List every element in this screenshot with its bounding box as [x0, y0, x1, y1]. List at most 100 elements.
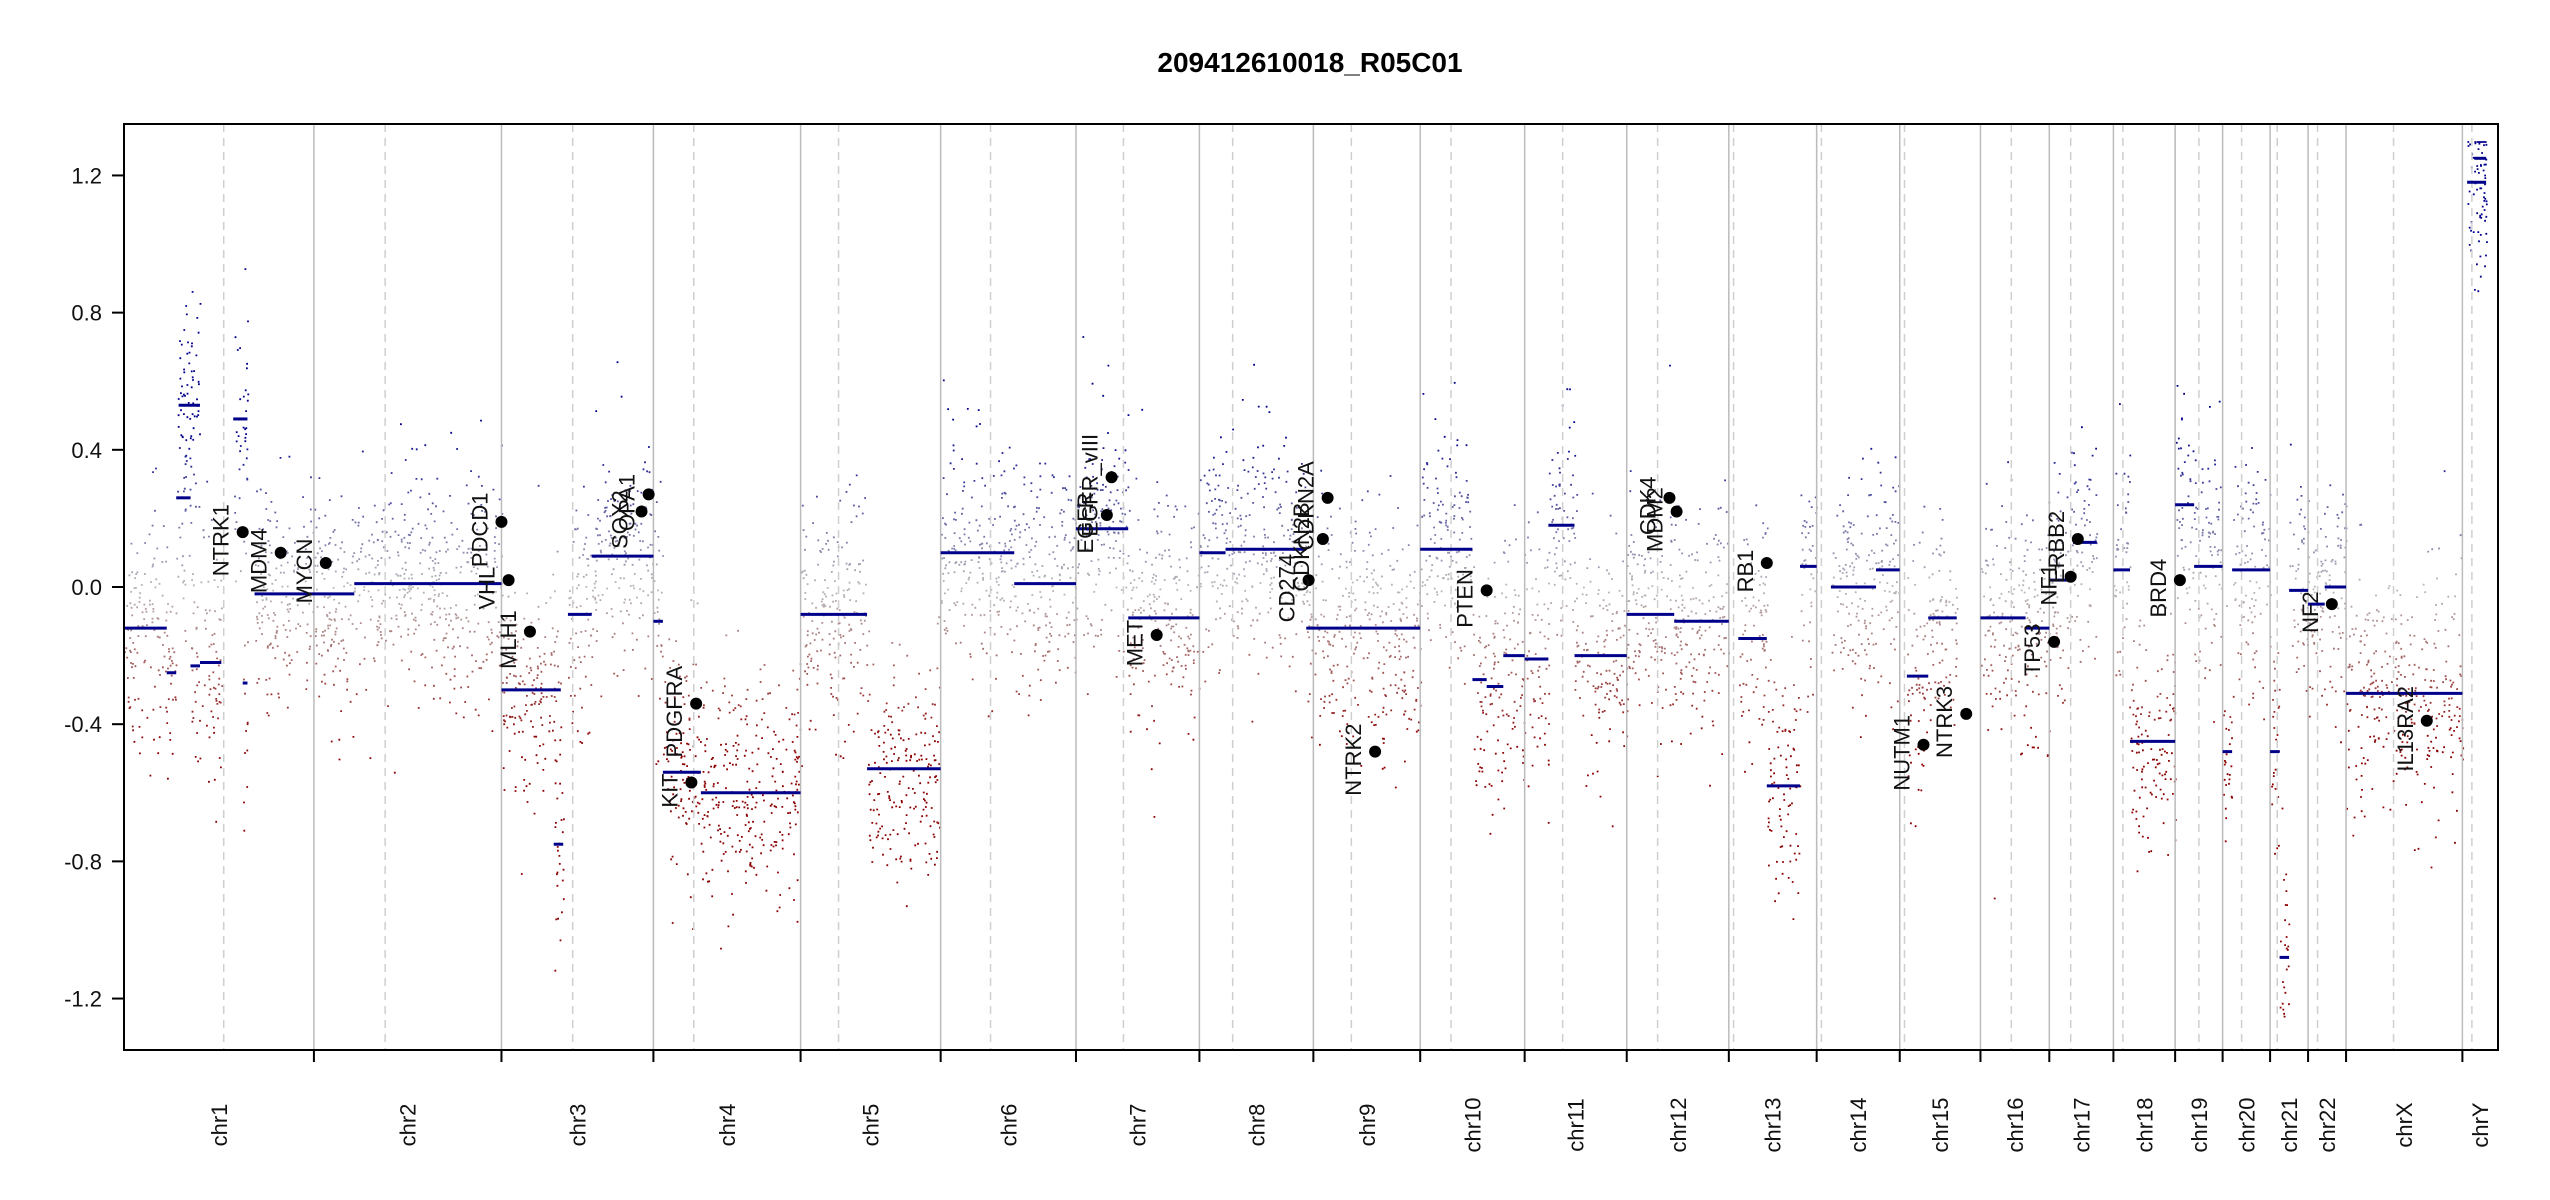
probe-points-32 — [134, 664, 2462, 668]
probe-points-282 — [318, 695, 2425, 698]
probe-points-119 — [183, 487, 2218, 491]
gene-marker-ntrk1 — [236, 526, 249, 539]
probe-points-40 — [127, 700, 2411, 704]
gene-label-il13ra2: IL13RA2 — [2393, 686, 2418, 772]
probe-points-218 — [305, 631, 2388, 635]
probe-points-373 — [799, 728, 2451, 731]
probe-points-340 — [518, 731, 1929, 734]
probe-points-241 — [264, 551, 2128, 554]
chromosome-label-chr4: chr4 — [715, 1104, 740, 1147]
probe-points-189 — [238, 496, 1469, 500]
probe-points-428 — [2059, 657, 2062, 659]
probe-points-215 — [265, 598, 1943, 601]
plot-frame — [123, 123, 2499, 1051]
probe-points-101 — [174, 669, 2321, 673]
probe-points-59 — [138, 725, 2458, 729]
probe-points-231 — [266, 711, 1600, 714]
probe-points-85 — [138, 601, 2245, 604]
probe-points-405 — [1084, 466, 1561, 470]
probe-points-144 — [219, 618, 2437, 622]
probe-points-54 — [146, 623, 2299, 627]
probe-points-182 — [184, 455, 187, 458]
probe-points-289 — [397, 533, 2462, 537]
gene-label-cdkn2a: CDKN2A — [1294, 461, 1319, 551]
probe-points-184 — [190, 522, 2213, 525]
probe-points-42 — [130, 542, 2305, 545]
probe-points-422 — [1619, 674, 1621, 677]
chromosome-label-chr16: chr16 — [2003, 1097, 2028, 1152]
probe-points-74 — [134, 576, 1931, 580]
probe-points-317 — [449, 494, 2303, 497]
probe-points-109 — [181, 564, 2269, 567]
gene-marker-il13ra2 — [2420, 714, 2433, 727]
probe-points-284 — [470, 470, 2446, 473]
probe-points-364 — [680, 733, 2453, 736]
chromosome-label-chrX: chrX — [2392, 1102, 2417, 1148]
probe-points-139 — [196, 683, 2398, 687]
gene-marker-mycn — [319, 556, 332, 569]
probe-points-148 — [206, 480, 2211, 483]
probe-points-93 — [167, 667, 2276, 670]
probe-points-176 — [178, 446, 2253, 449]
probe-points-390 — [975, 462, 1303, 465]
probe-points-319 — [467, 620, 2384, 623]
probe-points-263 — [255, 639, 1846, 642]
gene-marker-egfr_viii — [1105, 471, 1118, 484]
probe-points-104 — [184, 463, 2248, 466]
probe-points-328 — [428, 492, 2130, 496]
gene-marker-pten — [1480, 584, 1493, 597]
probe-points-355 — [632, 534, 2077, 538]
probe-points-247 — [353, 590, 1886, 593]
gene-marker-rb1 — [1760, 556, 1773, 569]
probe-points-403 — [1098, 516, 1100, 519]
probe-points-293 — [460, 565, 2271, 569]
chromosome-label-chr10: chr10 — [1460, 1097, 1485, 1152]
probe-points-425 — [1679, 677, 2398, 680]
probe-points-39 — [127, 676, 1948, 679]
probe-points-187 — [234, 511, 2196, 515]
probe-points-127 — [183, 580, 2252, 583]
gene-marker-nutm1 — [1917, 738, 1930, 751]
probe-points-115 — [181, 435, 1446, 439]
probe-points-172 — [219, 658, 2169, 662]
probe-points-330 — [455, 712, 2441, 715]
probe-points-146 — [210, 642, 2412, 646]
probe-points-256 — [260, 544, 2340, 548]
probe-points-270 — [334, 633, 1678, 636]
probe-points-314 — [485, 553, 2237, 556]
gene-label-sox2: SOX2 — [608, 490, 633, 549]
probe-points-267 — [309, 595, 2450, 598]
probe-points-387 — [941, 533, 943, 536]
probe-points-110 — [181, 522, 2023, 526]
probe-points-278 — [323, 577, 2438, 580]
probe-points-339 — [526, 694, 2408, 697]
chromosome-label-chr7: chr7 — [1126, 1104, 1151, 1147]
probe-points-356 — [604, 480, 2131, 484]
probe-points-27 — [131, 725, 2438, 728]
probe-points-46 — [131, 614, 2403, 617]
probe-points-38 — [136, 552, 2254, 555]
probe-points-358 — [649, 513, 1305, 516]
probe-points-280 — [346, 581, 2327, 585]
probe-points-378 — [870, 729, 873, 731]
probe-points-308 — [442, 510, 2076, 513]
probe-points-216 — [265, 678, 2452, 682]
probe-points-191 — [246, 478, 2091, 481]
probe-points-52 — [137, 697, 2453, 700]
probe-points-103 — [190, 465, 1449, 468]
probe-points-5 — [141, 736, 1536, 739]
gene-label-cdk4: CDK4 — [1635, 476, 1660, 535]
gene-label-tp53: TP53 — [2020, 624, 2045, 677]
probe-points-226 — [288, 673, 2462, 676]
gene-marker-nf2 — [2325, 598, 2338, 611]
probe-points-197 — [238, 468, 1275, 471]
chromosome-label-chr12: chr12 — [1666, 1097, 1691, 1152]
probe-points-12 — [154, 509, 1578, 512]
probe-points-118 — [189, 488, 2080, 491]
probe-points-415 — [1262, 472, 1265, 475]
chromosome-label-chr9: chr9 — [1355, 1104, 1380, 1147]
probe-points-335 — [502, 715, 2461, 718]
chromosome-label-chr2: chr2 — [396, 1104, 421, 1147]
probe-points-116 — [188, 447, 2182, 450]
